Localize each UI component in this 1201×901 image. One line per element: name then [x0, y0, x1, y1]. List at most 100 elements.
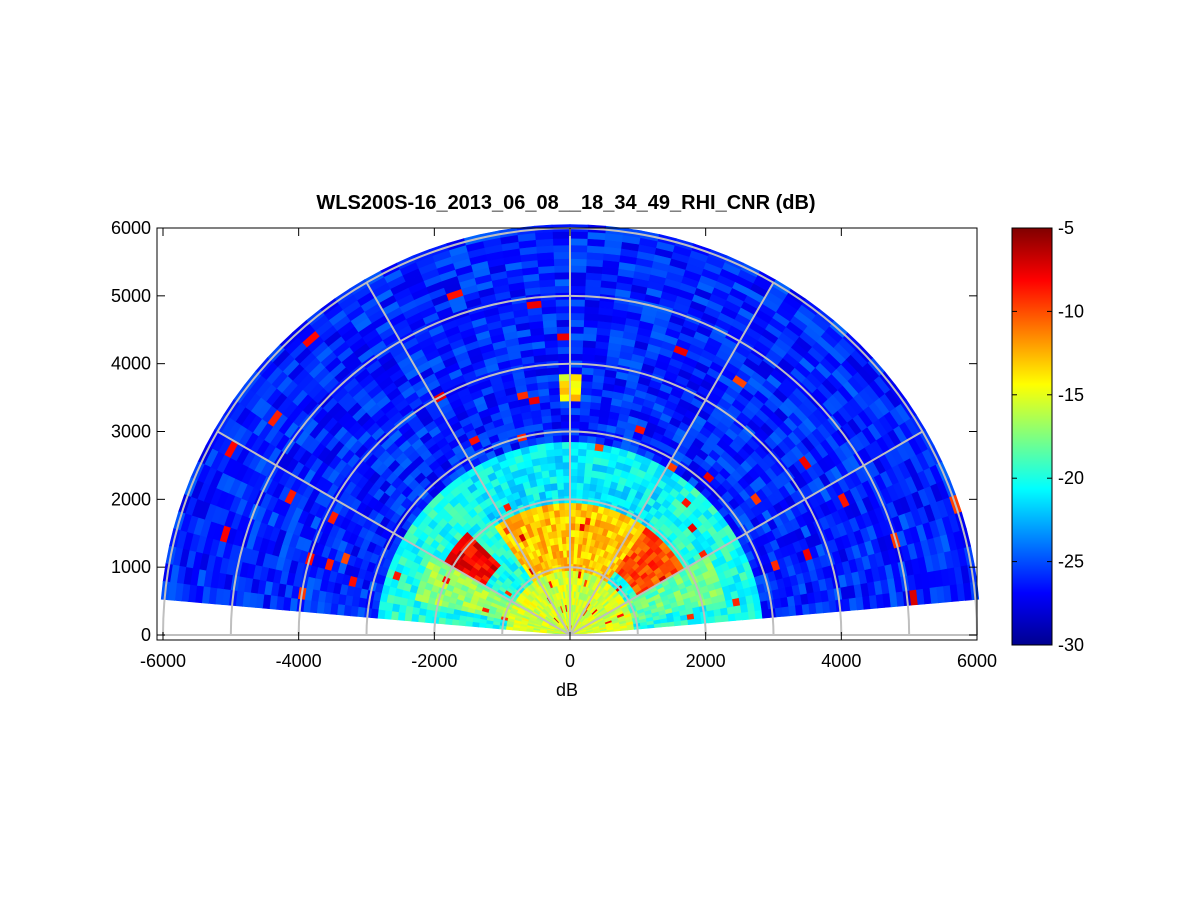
- cnr-cell: [569, 285, 586, 294]
- x-tick-label: 6000: [957, 651, 997, 671]
- cnr-cell: [560, 414, 571, 422]
- cnr-cell: [561, 454, 571, 463]
- cnr-cell: [585, 442, 596, 451]
- cnr-cell: [555, 305, 571, 314]
- y-tick-label: 0: [141, 625, 151, 645]
- cnr-cell: [554, 461, 564, 470]
- cnr-cell: [561, 448, 571, 456]
- cnr-cell: [578, 414, 590, 423]
- cnr-cell: [417, 614, 426, 623]
- cnr-cell: [558, 502, 565, 511]
- cnr-cell: [543, 435, 554, 444]
- cnr-cell: [546, 366, 559, 376]
- cnr-cell: [540, 299, 556, 308]
- cnr-cell: [569, 482, 578, 490]
- cnr-cell: [569, 461, 578, 470]
- cnr-cell: [579, 516, 586, 525]
- cnr-cell: [583, 305, 600, 315]
- cnr-cell: [569, 271, 587, 280]
- cnr-cell: [582, 482, 591, 491]
- cnr-cell: [559, 407, 571, 416]
- cnr-cell: [543, 333, 558, 342]
- cnr-cell: [552, 251, 571, 260]
- cnr-cell: [424, 615, 433, 624]
- cnr-cell: [569, 441, 579, 449]
- x-tick-label: -4000: [276, 651, 322, 671]
- data-cells: [160, 224, 980, 636]
- cnr-cell: [549, 400, 561, 409]
- cnr-cell: [538, 278, 556, 288]
- cnr-cell: [464, 620, 473, 627]
- cnr-cell: [578, 523, 585, 532]
- cnr-cell: [754, 609, 763, 620]
- cnr-cell: [574, 509, 582, 518]
- cnr-cell: [557, 366, 571, 375]
- x-tick-label: 4000: [821, 651, 861, 671]
- cnr-cell: [370, 608, 379, 619]
- cnr-cell: [569, 264, 587, 273]
- cnr-cell: [548, 387, 560, 396]
- cnr-cell: [580, 373, 594, 382]
- cnr-cell: [569, 366, 583, 375]
- cnr-cell: [569, 319, 585, 328]
- cnr-cell: [569, 387, 582, 395]
- cnr-cell: [580, 380, 593, 389]
- cnr-cell: [505, 626, 514, 631]
- cnr-cell: [582, 326, 598, 335]
- cnr-cell: [554, 278, 571, 287]
- cnr-cell: [553, 258, 571, 267]
- cnr-cell: [583, 469, 593, 478]
- cnr-cell: [557, 353, 571, 361]
- cnr-cell: [580, 387, 592, 396]
- cnr-cell: [569, 332, 584, 341]
- cnr-cell: [410, 613, 420, 623]
- cnr-cell: [390, 611, 399, 621]
- cnr-cell: [478, 622, 487, 628]
- cnr-cell: [576, 482, 584, 491]
- cnr-cell: [418, 608, 427, 617]
- cnr-cell: [583, 312, 599, 322]
- cnr-cell: [579, 509, 587, 518]
- cnr-cell: [411, 606, 421, 616]
- cnr-cell: [559, 516, 566, 524]
- cnr-cell: [584, 285, 601, 295]
- cnr-cell: [582, 475, 592, 485]
- cnr-cell: [557, 346, 571, 355]
- cnr-cell: [574, 522, 581, 531]
- cnr-cell: [587, 490, 596, 499]
- cnr-cell: [578, 421, 589, 430]
- colorbar-tick-label: -25: [1058, 552, 1084, 572]
- cnr-cell: [584, 299, 600, 308]
- cnr-cell: [548, 394, 561, 403]
- cnr-cell: [544, 442, 555, 451]
- x-axis-label: dB: [556, 680, 578, 700]
- cnr-cell: [553, 448, 563, 457]
- cnr-cell: [518, 628, 527, 632]
- cnr-cell: [556, 488, 565, 497]
- y-tick-label: 2000: [111, 489, 151, 509]
- cnr-cell: [546, 373, 560, 382]
- cnr-cell: [553, 271, 571, 280]
- y-tick-label: 6000: [111, 218, 151, 238]
- cnr-cell: [350, 605, 359, 617]
- colorbar-tick-label: -10: [1058, 301, 1084, 321]
- cnr-cell: [542, 319, 557, 328]
- cnr-cell: [720, 613, 730, 623]
- cnr-cell: [553, 264, 571, 273]
- cnr-cell: [397, 612, 406, 621]
- cnr-cell: [569, 312, 585, 321]
- cnr-cell: [714, 614, 723, 623]
- cnr-cell: [558, 387, 571, 395]
- colorbar: [1011, 227, 1053, 646]
- cnr-cell: [577, 441, 588, 450]
- cnr-cell: [559, 400, 571, 409]
- cnr-cell: [552, 244, 571, 253]
- cnr-cell: [540, 415, 552, 424]
- x-tick-label: 2000: [686, 651, 726, 671]
- cnr-cell: [404, 612, 413, 622]
- cnr-cell: [550, 489, 559, 498]
- cnr-cell: [727, 612, 736, 622]
- cnr-cell: [781, 605, 790, 617]
- cnr-cell: [560, 434, 571, 443]
